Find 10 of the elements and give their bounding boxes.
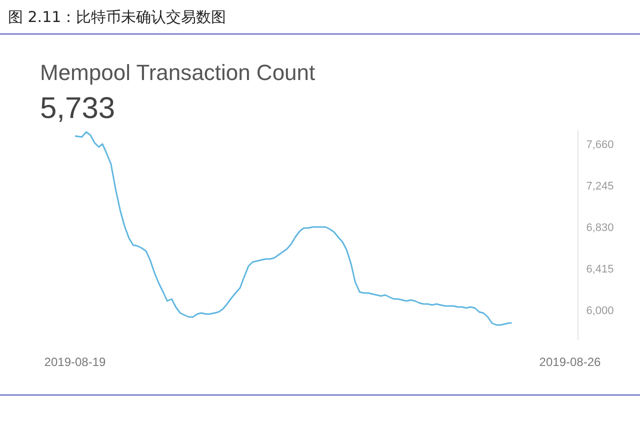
chart-title: 图 2.11：比特币未确认交易数图	[8, 8, 226, 26]
y-tick-label: 6,830	[586, 222, 614, 234]
x-tick-label: 2019-08-26	[539, 355, 602, 369]
y-tick-label: 6,415	[586, 264, 614, 276]
x-tick-label: 2019-08-19	[44, 355, 106, 369]
y-tick-label: 7,245	[586, 180, 614, 192]
y-tick-label: 7,660	[586, 139, 614, 151]
text: 5,733	[40, 92, 116, 125]
chart-subtitle: Mempool Transaction Count	[40, 60, 316, 85]
y-tick-label: 6,000	[586, 305, 614, 317]
